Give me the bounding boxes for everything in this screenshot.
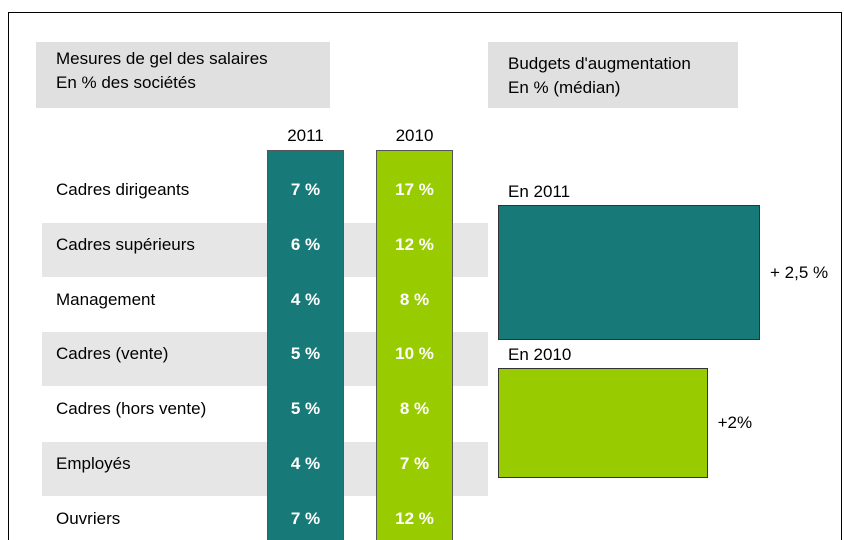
right-title-box [488, 42, 738, 108]
left-title-box [36, 42, 330, 108]
bar-value-label: +2% [717, 413, 753, 432]
cell-value: 17 % [395, 180, 434, 199]
column [376, 150, 453, 540]
column-header: 2011 [287, 126, 324, 145]
cell-value: 4 % [290, 454, 321, 473]
cell-value: 10 % [395, 344, 434, 364]
left-title: En % des sociétés [56, 73, 196, 92]
cell-value: 7 % [399, 454, 430, 473]
cell-value: 12 % [395, 508, 434, 528]
cell-value: 6 % [290, 234, 321, 254]
right-title: Budgets d'augmentation [508, 54, 691, 73]
bar-name: En 2011 [508, 182, 571, 201]
cell-value: 7 % [290, 180, 321, 199]
bar-value-label: + 2,5 % [770, 262, 829, 282]
row-label: Cadres dirigeants [56, 180, 190, 199]
cell-value: 7 % [290, 508, 321, 528]
cell-value: 5 % [290, 399, 321, 419]
row-label: Cadres (vente) [56, 344, 169, 364]
frame [8, 12, 842, 540]
row-label: Employés [56, 454, 131, 473]
row-label: Cadres supérieurs [56, 234, 195, 254]
right-title: En % (médian) [508, 78, 621, 97]
cell-value: 8 % [399, 399, 430, 419]
cell-value: 8 % [399, 289, 430, 309]
cell-value: 12 % [395, 234, 434, 254]
cell-value: 4 % [290, 289, 321, 309]
bar [498, 368, 708, 478]
column-header: 2010 [395, 126, 434, 145]
row-label: Ouvriers [56, 508, 121, 528]
bar-name: En 2010 [508, 345, 572, 364]
bar [498, 205, 760, 340]
row-label: Cadres (hors vente) [56, 399, 207, 419]
row-label: Management [56, 289, 156, 309]
left-title: Mesures de gel des salaires [56, 49, 268, 68]
column [267, 150, 344, 540]
cell-value: 5 % [290, 344, 321, 364]
